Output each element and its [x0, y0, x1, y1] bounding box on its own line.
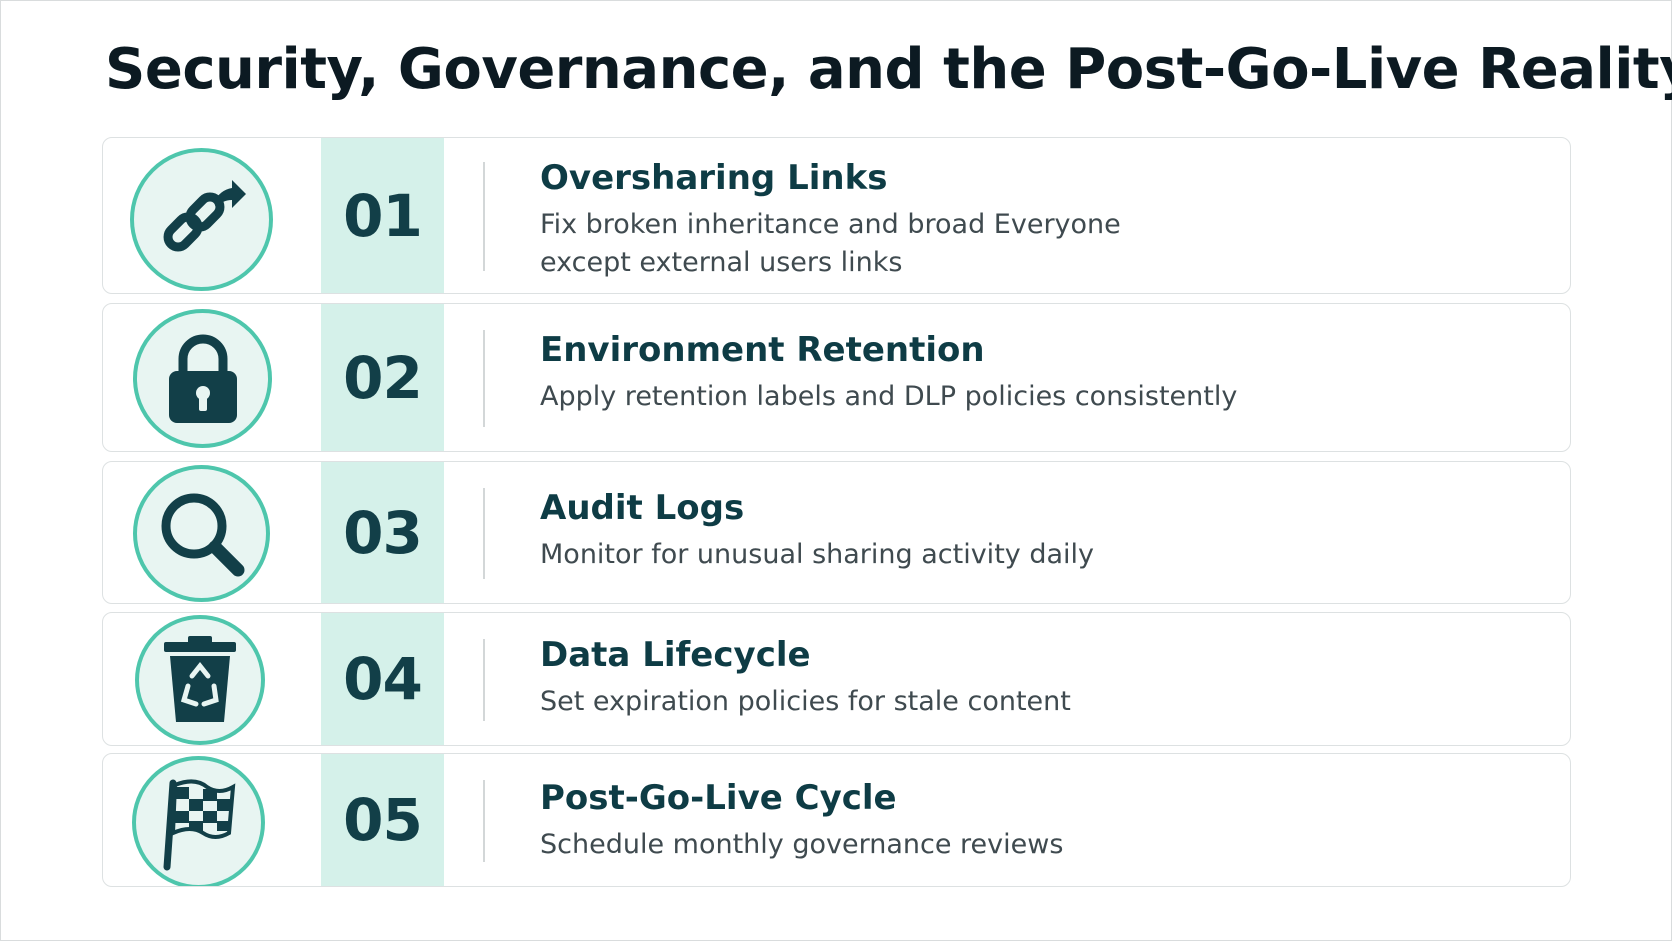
- item-description: Schedule monthly governance reviews: [540, 829, 1064, 860]
- item-number: 04: [343, 645, 423, 713]
- list-item-data-lifecycle: 04 Data Lifecycle Set expiration policie…: [102, 612, 1571, 746]
- list-item-audit-logs: 03 Audit Logs Monitor for unusual sharin…: [102, 461, 1571, 604]
- magnifier-icon: [133, 465, 270, 602]
- list-item-post-go-live-cycle: 05 Post-Go-Live Cycle Schedule monthly g…: [102, 753, 1571, 887]
- item-title: Data Lifecycle: [540, 635, 811, 675]
- item-number: 02: [343, 343, 423, 412]
- item-number: 05: [343, 786, 423, 854]
- item-description: Apply retention labels and DLP policies …: [540, 381, 1238, 412]
- item-title: Audit Logs: [540, 488, 745, 528]
- item-number: 03: [343, 498, 423, 567]
- list-item-environment-retention: 02 Environment Retention Apply retention…: [102, 303, 1571, 452]
- divider: [483, 780, 485, 862]
- item-title: Oversharing Links: [540, 158, 888, 198]
- item-number: 01: [343, 181, 423, 250]
- item-description: Monitor for unusual sharing activity dai…: [540, 539, 1095, 570]
- item-title: Environment Retention: [540, 330, 985, 370]
- padlock-icon: [133, 309, 272, 448]
- number-band: 03: [321, 462, 444, 603]
- checkered-flag-icon: [132, 756, 265, 886]
- number-band: 04: [321, 613, 444, 745]
- share-link-icon: [130, 148, 273, 291]
- divider: [483, 162, 485, 271]
- divider: [483, 330, 485, 427]
- slide-title: Security, Governance, and the Post-Go-Li…: [105, 37, 1672, 102]
- list-item-oversharing-links: 01 Oversharing Links Fix broken inherita…: [102, 137, 1571, 294]
- divider: [483, 639, 485, 721]
- item-description: Fix broken inheritance and broad Everyon…: [540, 209, 1121, 278]
- number-band: 05: [321, 754, 444, 886]
- recycle-bin-icon: [135, 615, 265, 745]
- number-band: 02: [321, 304, 444, 451]
- divider: [483, 488, 485, 579]
- number-band: 01: [321, 138, 444, 293]
- item-description: Set expiration policies for stale conten…: [540, 686, 1071, 717]
- item-title: Post-Go-Live Cycle: [540, 778, 897, 818]
